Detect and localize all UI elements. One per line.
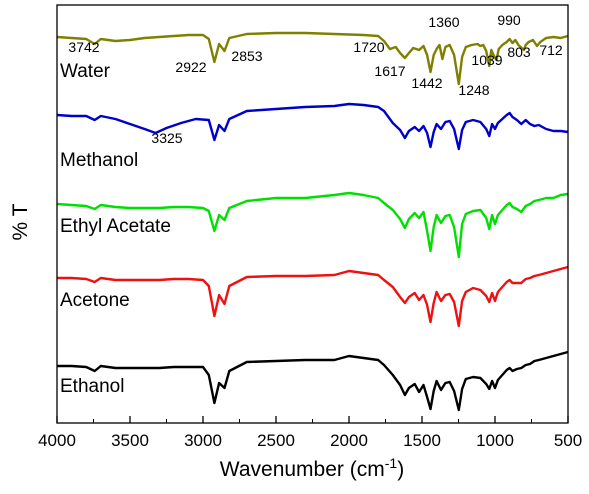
series-label: Methanol: [60, 150, 138, 171]
peak-label: 1720: [353, 39, 384, 55]
peak-label: 712: [539, 42, 563, 58]
peak-label: 3742: [68, 39, 99, 55]
series-label: Ethyl Acetate: [60, 216, 171, 237]
x-tick-label: 2000: [330, 431, 368, 450]
x-tick-label: 3000: [184, 431, 222, 450]
series-line-ethyl-acetate: [56, 191, 569, 259]
x-axis-title: Wavenumber (cm-1): [220, 455, 404, 481]
series-label: Acetone: [60, 290, 130, 311]
peak-label: 990: [497, 12, 521, 28]
x-tick-label: 3500: [111, 431, 149, 450]
series-line-methanol: [56, 102, 569, 151]
series-label: Water: [60, 61, 111, 82]
peak-label: 1248: [458, 82, 489, 98]
x-tick-label: 1500: [403, 431, 441, 450]
peak-label: 2853: [231, 48, 262, 64]
series-line-water: [56, 31, 569, 86]
peak-label: 1039: [471, 52, 502, 68]
x-tick-label: 2500: [257, 431, 295, 450]
peak-label: 803: [507, 44, 531, 60]
x-tick-label: 4000: [38, 431, 76, 450]
peak-label: 1360: [428, 14, 459, 30]
series-labels: Water Methanol Ethyl Acetate Acetone Ethanol: [60, 61, 171, 397]
peak-label: 1442: [411, 75, 442, 91]
peak-label: 2922: [175, 59, 206, 75]
x-axis-ticks: 4000 3500 3000 2500 2000 1500 1000 500: [38, 416, 582, 450]
series-line-ethanol: [57, 350, 569, 412]
peak-labels: 3742 2922 2853 1720 1617 1360 1442 1248 990 1039 8…: [68, 12, 562, 146]
peak-label: 3325: [151, 130, 182, 146]
y-axis-title: % T: [9, 203, 32, 240]
x-tick-label: 1000: [476, 431, 514, 450]
peak-label: 1617: [374, 63, 405, 79]
series-line-acetone: [57, 265, 569, 328]
series-group: [56, 31, 569, 412]
series-label: Ethanol: [60, 376, 124, 397]
x-tick-label: 500: [554, 431, 582, 450]
